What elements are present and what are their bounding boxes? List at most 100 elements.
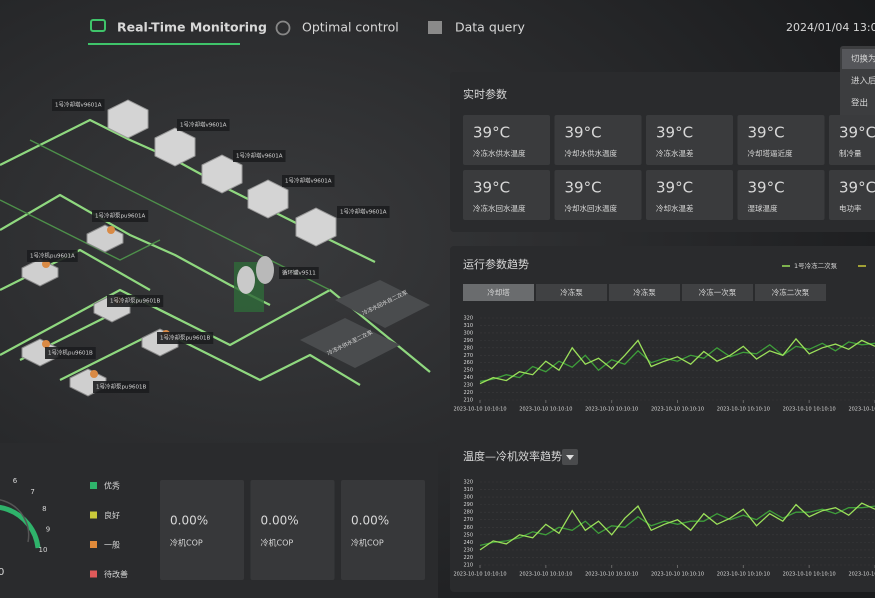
gauge-zero: 0 bbox=[0, 567, 4, 578]
y-tick-label: 220 bbox=[463, 555, 473, 561]
equipment-label-bg bbox=[45, 347, 96, 359]
equipment-label[interactable]: 1号冷却泵pu9601A bbox=[95, 212, 145, 220]
equipment-label-bg bbox=[52, 99, 105, 111]
nav-tab[interactable]: Real-Time Monitoring bbox=[117, 20, 267, 35]
y-tick-label: 210 bbox=[463, 563, 473, 569]
cooling-tower bbox=[107, 99, 149, 139]
y-tick-label: 280 bbox=[463, 345, 473, 351]
cop-card bbox=[250, 480, 335, 580]
cop-card bbox=[341, 480, 425, 580]
equipment-label[interactable]: 1号冷却塔v9601A bbox=[340, 208, 387, 216]
x-tick-label: 2023-10-10 10:10:10 bbox=[717, 407, 770, 413]
cop-value: 0.00% bbox=[261, 514, 299, 528]
cooling-tower bbox=[201, 154, 243, 194]
equipment-label[interactable]: 1号冷机pu9601A bbox=[30, 252, 75, 260]
equipment-label-bg bbox=[233, 150, 286, 162]
equipment-label[interactable]: 1号冷却泵pu9601B bbox=[96, 383, 146, 391]
legend-swatch bbox=[90, 541, 97, 548]
y-tick-label: 240 bbox=[463, 540, 473, 546]
param-label: 电功率 bbox=[839, 203, 862, 213]
x-tick-label: 2023-10-10 10:10:10 bbox=[848, 572, 875, 578]
y-tick-label: 250 bbox=[463, 368, 473, 374]
legend-swatch bbox=[90, 570, 97, 578]
panel-title: 温度—冷机效率趋势 bbox=[463, 449, 562, 463]
legend-label: 一般 bbox=[104, 540, 120, 550]
chart-tab[interactable] bbox=[609, 284, 680, 301]
x-tick-label: 2023-10-10 10:10:10 bbox=[848, 407, 875, 413]
x-tick-label: 2023-10-10 10:10:10 bbox=[585, 407, 638, 413]
equipment-label[interactable]: 1号冷却塔v9601A bbox=[285, 177, 332, 185]
param-label: 冷冻水供水温度 bbox=[473, 148, 526, 158]
cop-value: 0.00% bbox=[170, 514, 208, 528]
legend-label: 优秀 bbox=[104, 481, 120, 491]
x-tick-label: 2023-10-10 10:10:10 bbox=[585, 572, 638, 578]
y-tick-label: 270 bbox=[463, 353, 473, 359]
param-label: 冷却水供水温度 bbox=[565, 148, 618, 158]
y-tick-label: 310 bbox=[463, 323, 473, 329]
cooling-tower bbox=[154, 127, 196, 167]
y-tick-label: 320 bbox=[463, 316, 473, 322]
dropdown-arrow bbox=[566, 455, 574, 460]
menu-item[interactable]: 进入后 bbox=[851, 76, 875, 87]
y-tick-label: 320 bbox=[463, 480, 473, 486]
legend-swatch bbox=[90, 511, 97, 519]
gauge-tick: 9 bbox=[46, 526, 50, 534]
zone-box bbox=[335, 280, 430, 328]
y-tick-label: 310 bbox=[463, 487, 473, 493]
param-value: 39°C bbox=[656, 124, 693, 142]
series-line bbox=[479, 502, 875, 551]
equipment-label[interactable]: 1号冷却泵pu9601B bbox=[110, 297, 160, 305]
y-tick-label: 300 bbox=[463, 330, 473, 336]
x-tick-label: 2023-10-10 10:10:10 bbox=[651, 407, 704, 413]
x-tick-label: 2023-10-10 10:10:10 bbox=[651, 572, 704, 578]
chart-tab[interactable] bbox=[682, 284, 753, 301]
param-card bbox=[829, 115, 875, 165]
param-card bbox=[646, 115, 733, 165]
menu-item[interactable]: 切换为 bbox=[851, 54, 875, 65]
x-tick-label: 2023-10-10 10:10:10 bbox=[519, 572, 572, 578]
param-value: 39°C bbox=[748, 124, 785, 142]
active-underline bbox=[88, 43, 240, 45]
motor bbox=[42, 340, 50, 348]
chart-tab-label: 冷冻一次泵 bbox=[699, 287, 737, 297]
legend-label: 良好 bbox=[104, 510, 120, 520]
param-value: 39°C bbox=[473, 124, 510, 142]
x-tick-label: 2023-10-10 10:10:10 bbox=[453, 407, 506, 413]
param-card bbox=[554, 115, 642, 165]
equipment-label-bg bbox=[337, 206, 390, 218]
x-tick-label: 2023-10-10 10:10:10 bbox=[783, 407, 836, 413]
cop-label: 冷机COP bbox=[261, 538, 294, 548]
gauge-arc bbox=[0, 504, 41, 549]
param-card bbox=[737, 115, 825, 165]
equipment-label[interactable]: 1号冷却塔v9601A bbox=[55, 101, 102, 109]
nav-tab[interactable]: Optimal control bbox=[302, 20, 399, 35]
param-card bbox=[554, 170, 642, 220]
cooling-tower bbox=[247, 179, 289, 219]
param-label: 冷却水温差 bbox=[656, 203, 694, 213]
equipment-label-bg bbox=[27, 250, 78, 262]
equipment-label[interactable]: 循环罐v9511 bbox=[282, 269, 316, 277]
equipment-label[interactable]: 1号冷却塔v9601A bbox=[180, 121, 227, 129]
cop-value: 0.00% bbox=[351, 514, 389, 528]
menu-item[interactable]: 登出 bbox=[851, 98, 868, 109]
datetime: 2024/01/04 13:00:0 bbox=[786, 21, 875, 34]
y-tick-label: 210 bbox=[463, 398, 473, 404]
param-label: 湿球温度 bbox=[748, 203, 778, 213]
equipment-label[interactable]: 1号冷却泵pu9601B bbox=[160, 334, 210, 342]
cooling-tower bbox=[295, 207, 337, 247]
nav-tab[interactable]: Data query bbox=[455, 20, 526, 35]
y-tick-label: 300 bbox=[463, 495, 473, 501]
param-value: 39°C bbox=[656, 179, 693, 197]
chart-tab[interactable] bbox=[536, 284, 607, 301]
equipment-label[interactable]: 1号冷却塔v9601A bbox=[236, 152, 283, 160]
y-tick-label: 260 bbox=[463, 525, 473, 531]
equipment-label[interactable]: 1号冷机pu9601B bbox=[48, 349, 93, 357]
pipe bbox=[19, 288, 431, 373]
motor bbox=[107, 226, 115, 234]
chart-tab[interactable] bbox=[755, 284, 826, 301]
equipment-label-bg bbox=[92, 210, 149, 222]
param-value: 39°C bbox=[839, 124, 875, 142]
tank bbox=[237, 266, 255, 294]
y-tick-label: 230 bbox=[463, 547, 473, 553]
chart-tab[interactable] bbox=[463, 284, 534, 301]
